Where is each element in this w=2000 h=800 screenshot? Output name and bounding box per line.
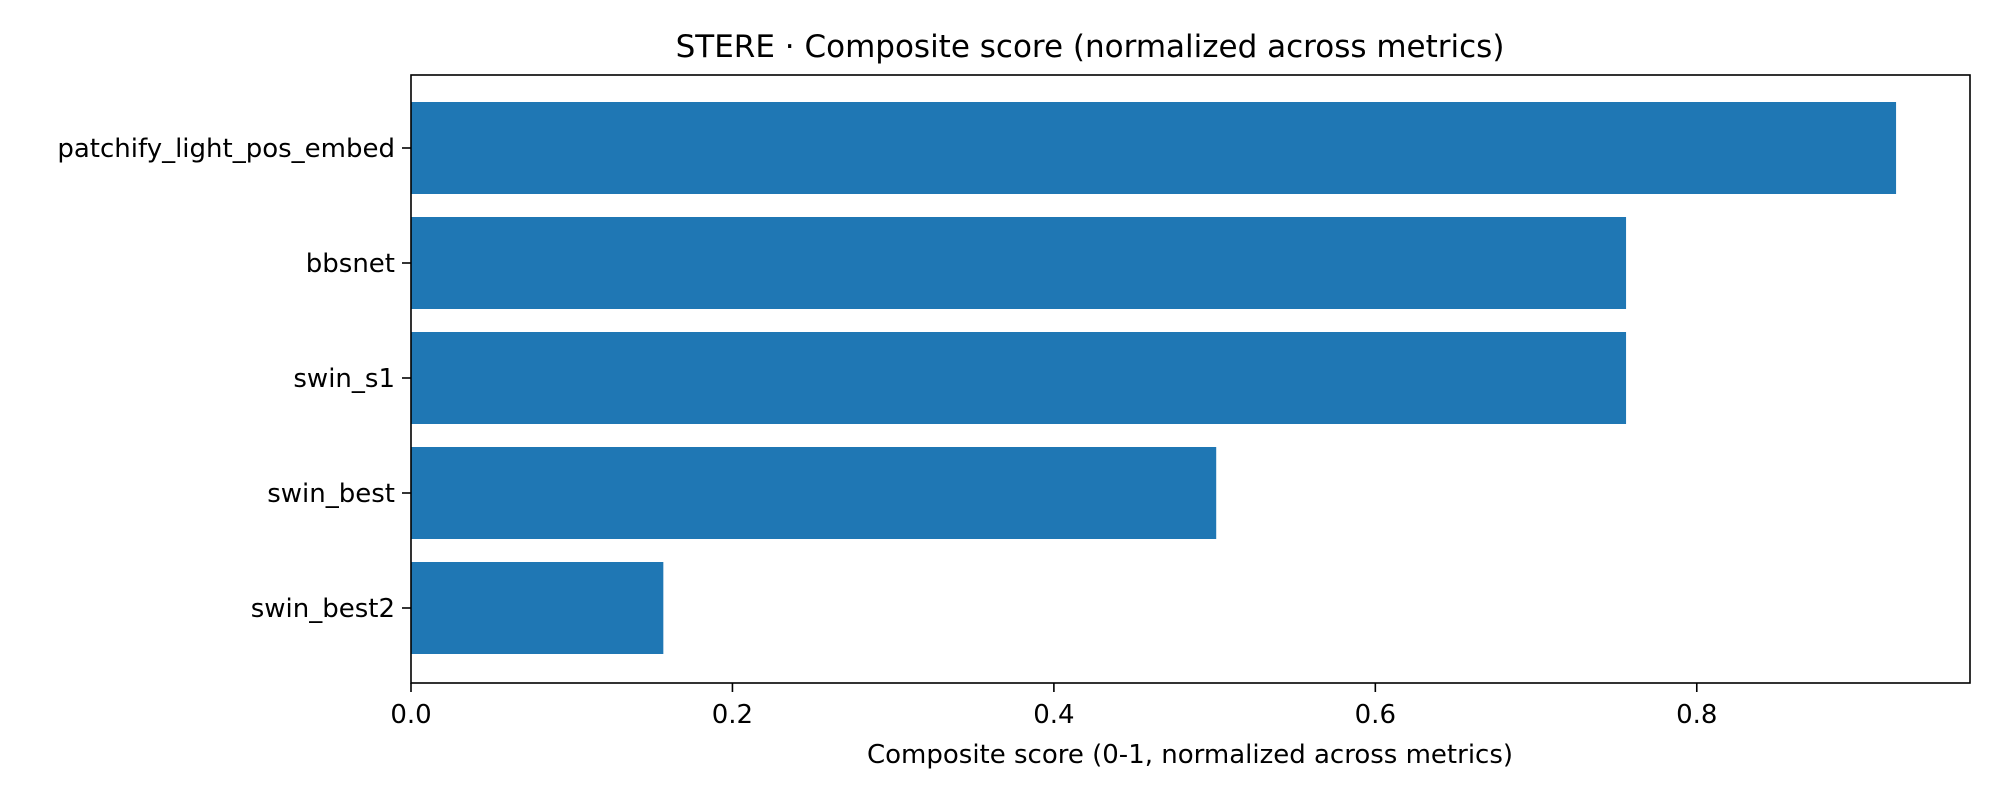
x-axis-label: Composite score (0-1, normalized across … xyxy=(867,740,1513,770)
y-tick-label: swin_best xyxy=(267,479,395,509)
x-axis: 0.0 0.2 0.4 0.6 0.8 xyxy=(390,683,1717,730)
bar-bbsnet xyxy=(411,217,1627,309)
y-tick-label: patchify_light_pos_embed xyxy=(57,134,395,164)
bar-swin_best xyxy=(411,447,1217,539)
bar-swin_s1 xyxy=(411,332,1627,424)
chart-title: STERE · Composite score (normalized acro… xyxy=(676,29,1505,65)
x-tick-label: 0.6 xyxy=(1355,700,1396,730)
x-tick-label: 0.4 xyxy=(1033,700,1074,730)
y-tick-label: swin_s1 xyxy=(293,364,395,394)
bar-patchify_light_pos_embed xyxy=(411,102,1897,194)
x-tick-label: 0.2 xyxy=(712,700,753,730)
x-tick-label: 0.8 xyxy=(1676,700,1717,730)
bar-swin_best2 xyxy=(411,562,664,654)
y-tick-label: swin_best2 xyxy=(251,594,395,624)
plot-area-frame xyxy=(410,74,1971,684)
bars-group xyxy=(411,102,1897,654)
x-tick-label: 0.0 xyxy=(390,700,431,730)
y-tick-label: bbsnet xyxy=(306,249,395,279)
